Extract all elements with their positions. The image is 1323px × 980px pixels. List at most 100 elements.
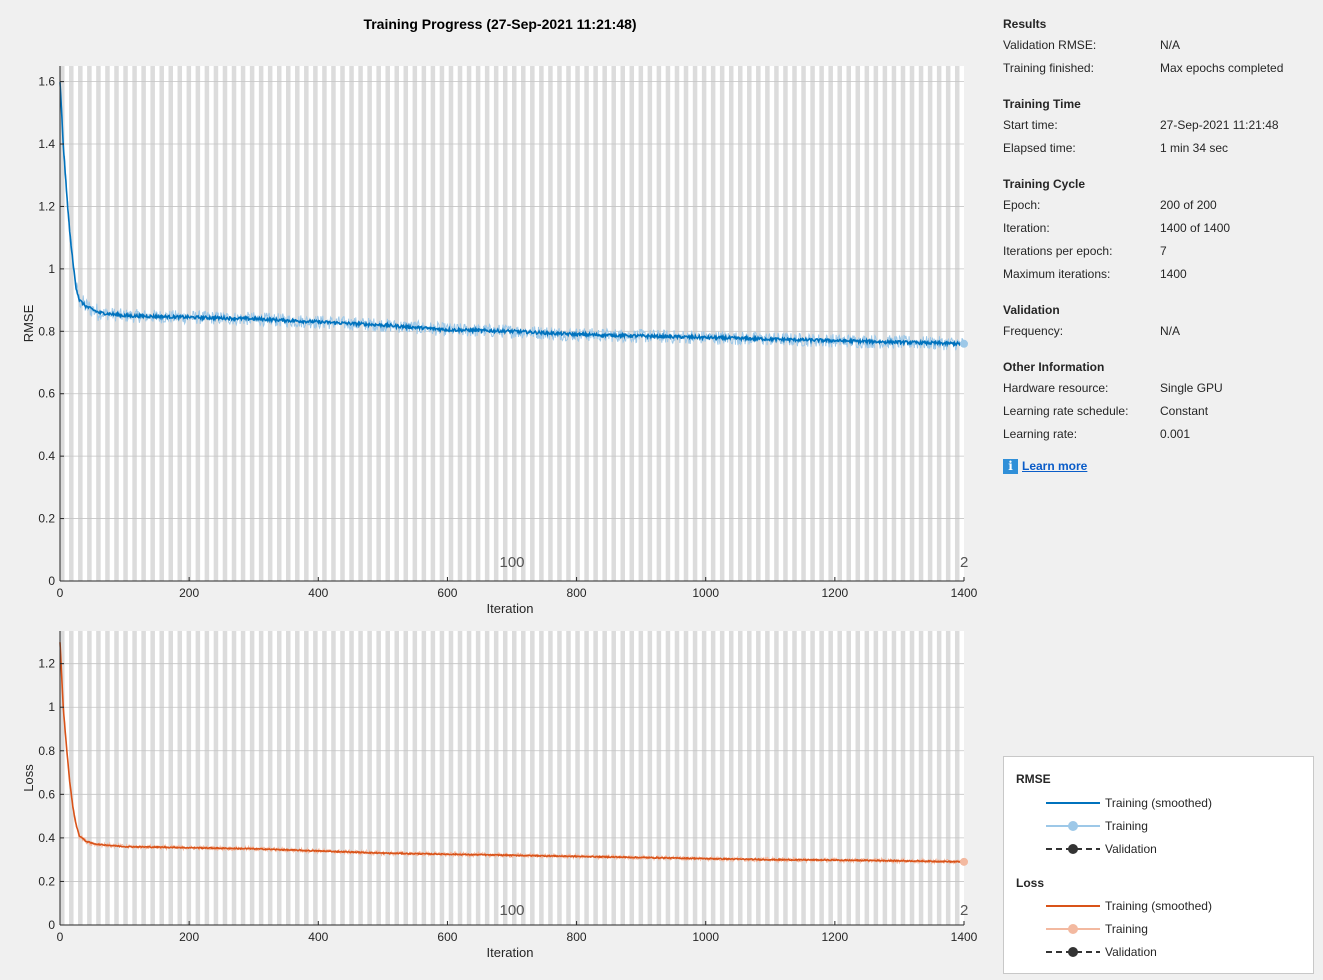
- epoch-band: [638, 631, 644, 925]
- epoch-band: [159, 66, 164, 581]
- epoch-band: [936, 66, 942, 581]
- y-tick-label: 0.8: [38, 324, 55, 338]
- y-axis-label: RMSE: [21, 304, 36, 342]
- epoch-band: [738, 631, 743, 925]
- info-row: Frequency: N/A: [1003, 320, 1313, 343]
- epoch-band: [502, 66, 508, 581]
- epoch-band: [493, 66, 499, 581]
- y-axis-label: Loss: [21, 764, 36, 792]
- epoch-band: [412, 631, 418, 925]
- epoch-band: [105, 66, 110, 581]
- loss-chart: 100 2 0 0.2 0.4 0.6 0.8 1 1.2 0 200 400 600 800 1000 12…: [21, 631, 978, 960]
- epoch-band: [132, 66, 137, 581]
- epoch-band: [340, 66, 345, 581]
- epoch-band: [213, 631, 219, 925]
- y-tick-label: 0.4: [38, 449, 55, 463]
- epoch-band: [873, 631, 879, 925]
- info-value: Constant: [1160, 404, 1209, 418]
- epoch-band: [96, 631, 101, 925]
- epoch-band: [448, 66, 454, 581]
- final-point-marker: [960, 339, 968, 348]
- epoch-band: [656, 631, 662, 925]
- epoch-band: [873, 66, 879, 581]
- info-value: N/A: [1160, 324, 1181, 338]
- epoch-band: [747, 66, 752, 581]
- info-row: Training finished: Max epochs completed: [1003, 57, 1313, 80]
- learn-more-link[interactable]: Learn more: [1022, 459, 1088, 473]
- info-label: Training finished:: [1003, 61, 1094, 75]
- epoch-band: [141, 66, 146, 581]
- epoch-band: [358, 631, 363, 925]
- epoch-band: [466, 66, 472, 581]
- epoch-band: [123, 66, 128, 581]
- epoch-band: [304, 631, 309, 925]
- y-tick-label: 0.6: [38, 387, 55, 401]
- x-tick-label: 1000: [692, 586, 719, 600]
- epoch-band: [521, 631, 526, 925]
- epoch-band: [484, 631, 490, 925]
- epoch-band: [864, 66, 870, 581]
- epoch-label: 2: [960, 902, 968, 919]
- epoch-band: [810, 631, 815, 925]
- epoch-band: [530, 631, 535, 925]
- epoch-band: [421, 66, 427, 581]
- epoch-band: [349, 631, 354, 925]
- y-tick-label: 0.8: [38, 744, 55, 758]
- training-cycle-heading: Training Cycle: [1003, 177, 1086, 191]
- y-tick-label: 1: [48, 700, 55, 714]
- epoch-label: 2: [960, 554, 968, 571]
- epoch-band: [855, 631, 861, 925]
- x-tick-label: 600: [437, 586, 457, 600]
- epoch-band: [900, 631, 906, 925]
- legend-panel: RMSE Training (smoothed) Training Valida…: [1003, 756, 1314, 974]
- epoch-band: [593, 66, 598, 581]
- epoch-band: [123, 631, 128, 925]
- epoch-band: [322, 631, 327, 925]
- epoch-band: [69, 631, 74, 925]
- info-row: Learning rate schedule: Constant: [1003, 400, 1313, 423]
- epoch-band: [629, 66, 635, 581]
- epoch-band: [828, 66, 833, 581]
- epoch-band: [186, 66, 192, 581]
- info-label: Hardware resource:: [1003, 381, 1109, 395]
- epoch-band: [900, 66, 906, 581]
- epoch-band: [945, 66, 951, 581]
- epoch-band: [267, 66, 273, 581]
- epoch-band: [719, 66, 725, 581]
- epoch-band: [502, 631, 508, 925]
- charts-area: 100 200.20.40.60.811.21.41.60 200 400 600 800…: [21, 66, 978, 960]
- epoch-band: [539, 631, 544, 925]
- info-row: Start time: 27-Sep-2021 11:21:48: [1003, 114, 1313, 137]
- epoch-band: [674, 631, 680, 925]
- epoch-band: [882, 66, 888, 581]
- legend-label: Training: [1105, 819, 1148, 833]
- legend-loss-smoothed: Training (smoothed): [1046, 896, 1212, 916]
- epoch-band: [222, 66, 228, 581]
- epoch-band: [765, 631, 770, 925]
- epoch-band: [150, 66, 155, 581]
- epoch-band: [710, 66, 716, 581]
- epoch-band: [728, 631, 734, 925]
- info-label: Epoch:: [1003, 198, 1041, 212]
- epoch-band: [512, 66, 517, 581]
- y-tick-label: 0: [48, 918, 55, 932]
- training-time-heading: Training Time: [1003, 97, 1081, 111]
- epoch-band: [882, 631, 888, 925]
- epoch-band: [539, 66, 544, 581]
- epoch-band: [701, 66, 707, 581]
- epoch-band: [801, 631, 806, 925]
- epoch-band: [177, 66, 183, 581]
- info-value: 1 min 34 sec: [1160, 141, 1229, 155]
- legend-label: Training: [1105, 922, 1148, 936]
- epoch-band: [276, 631, 282, 925]
- epoch-band: [231, 66, 237, 581]
- epoch-band: [828, 631, 833, 925]
- epoch-band: [557, 66, 562, 581]
- info-row: Iterations per epoch: 7: [1003, 240, 1313, 263]
- epoch-bands: [60, 631, 960, 925]
- x-axis-label: Iteration: [487, 945, 534, 960]
- learn-more[interactable]: i Learn more: [1003, 456, 1313, 476]
- epoch-band: [286, 631, 291, 925]
- epoch-band: [738, 66, 743, 581]
- info-row: Elapsed time: 1 min 34 sec: [1003, 137, 1313, 160]
